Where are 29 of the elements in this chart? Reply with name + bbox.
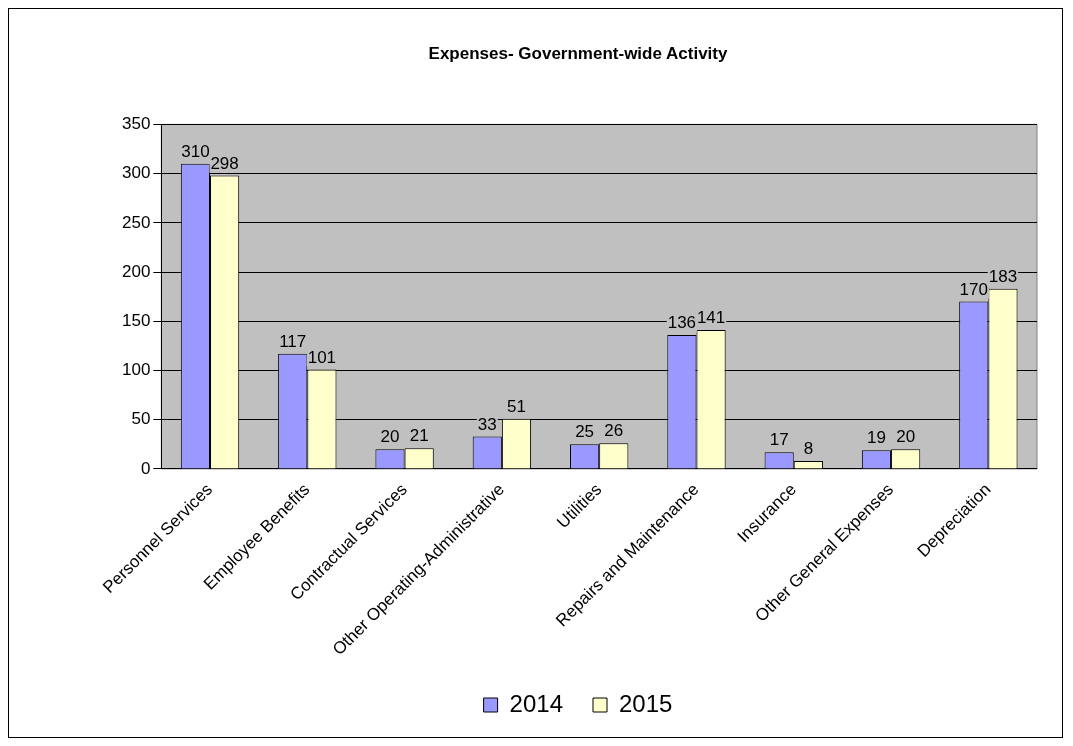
data-label: 298	[210, 153, 239, 173]
y-tick-label: 350	[121, 114, 151, 134]
data-label: 101	[307, 347, 337, 367]
data-label: 136	[667, 313, 697, 333]
y-tick-label: 200	[121, 261, 151, 281]
data-label: 17	[769, 430, 789, 450]
legend-label: 2014	[509, 689, 563, 717]
data-label: 21	[409, 426, 429, 446]
data-label: 183	[988, 266, 1018, 286]
data-label: 19	[867, 428, 886, 448]
data-label: 25	[575, 422, 595, 442]
data-label: 8	[803, 439, 814, 459]
y-tick-label: 250	[121, 212, 151, 232]
data-label: 20	[896, 427, 916, 447]
y-tick-label: 0	[140, 458, 151, 478]
y-tick-label: 150	[121, 310, 151, 330]
data-label: 310	[181, 141, 210, 161]
data-label: 141	[696, 308, 726, 328]
data-label: 117	[279, 331, 307, 351]
legend-label: 2015	[619, 689, 673, 717]
data-label: 51	[507, 396, 526, 416]
data-label: 33	[477, 414, 497, 434]
y-tick-label: 300	[121, 163, 151, 183]
data-label: 26	[604, 421, 624, 441]
chart-title: Expenses- Government-wide Activity	[428, 43, 728, 63]
y-tick-label: 50	[131, 409, 151, 429]
data-label: 20	[380, 427, 400, 447]
y-tick-label: 100	[121, 360, 151, 380]
data-label: 170	[959, 279, 988, 299]
